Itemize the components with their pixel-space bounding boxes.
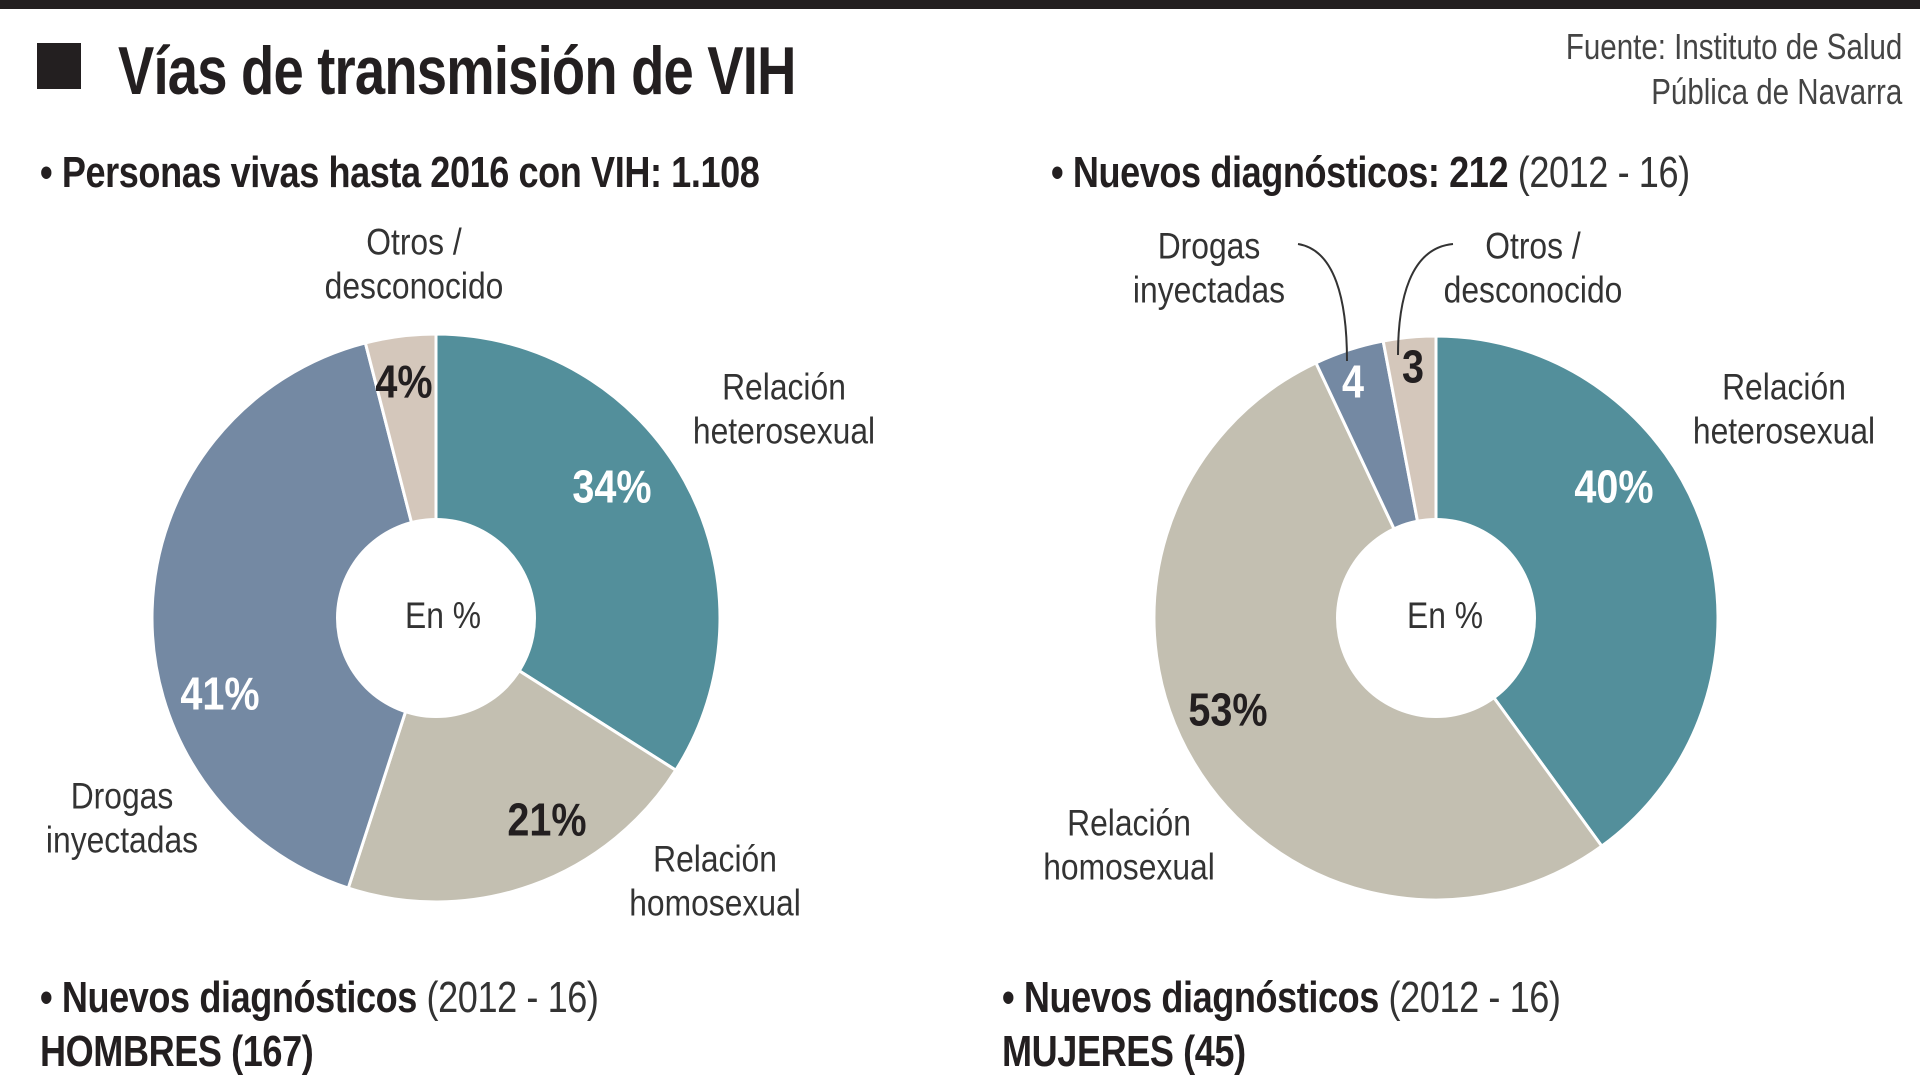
title-square-marker [37,43,81,89]
donut-hole [1336,518,1536,718]
source-line-1: Fuente: Instituto de Salud [1565,26,1902,67]
left-pie [150,332,722,904]
right-label-heterosexual: Relación heterosexual [1692,366,1876,452]
bottom-left-bold: • Nuevos diagnósticos [40,973,417,1022]
leader-line-drogas [1297,243,1348,362]
source-line-2: Pública de Navarra [1650,71,1902,112]
right-center-label: En % [1406,594,1484,636]
right-subtitle-range: (2012 - 16) [1508,148,1690,197]
left-value-drogas: 41% [180,667,260,720]
left-center-label: En % [404,594,482,636]
bottom-right-range: (2012 - 16) [1378,973,1561,1022]
page-title: Vías de transmisión de VIH [118,33,796,109]
right-value-otros: 3 [1401,340,1425,393]
bottom-right-group: MUJERES (45) [1002,1027,1246,1076]
source-note: Fuente: Instituto de Salud Pública de Na… [1566,24,1902,114]
right-value-homosexual: 53% [1188,683,1268,736]
bottom-left-group: HOMBRES (167) [40,1027,314,1076]
left-label-heterosexual: Relación heterosexual [692,366,876,452]
right-value-drogas: 4 [1341,355,1365,408]
leader-line-otros [1397,243,1454,356]
left-label-otros: Otros / desconocido [324,221,504,307]
left-subtitle: • Personas vivas hasta 2016 con VIH: 1.1… [40,148,760,198]
pie-slice-heterosexual [1434,334,1720,849]
right-pie [1152,334,1720,902]
left-subtitle-text: • Personas vivas hasta 2016 con VIH: 1.1… [40,148,760,197]
right-value-heterosexual: 40% [1574,460,1654,513]
pie-slice-drogas [150,341,438,890]
right-label-homosexual: Relación homosexual [1043,802,1215,888]
bottom-right-heading: • Nuevos diagnósticos (2012 - 16) [1002,973,1561,1023]
right-subtitle-bold: • Nuevos diagnósticos: 212 [1051,148,1509,197]
left-label-drogas: Drogas inyectadas [45,775,199,861]
right-label-otros: Otros / desconocido [1443,225,1623,311]
left-value-otros: 4% [375,355,433,408]
right-subtitle: • Nuevos diagnósticos: 212 (2012 - 16) [1051,148,1690,198]
donut-hole [336,518,536,718]
left-label-homosexual: Relación homosexual [629,838,801,924]
bottom-left-heading: • Nuevos diagnósticos (2012 - 16) [40,973,599,1023]
right-label-drogas: Drogas inyectadas [1132,225,1286,311]
bottom-right-bold: • Nuevos diagnósticos [1002,973,1379,1022]
bottom-left-range: (2012 - 16) [416,973,599,1022]
left-value-homosexual: 21% [507,793,587,846]
top-rule [0,0,1920,9]
left-value-heterosexual: 34% [572,460,652,513]
